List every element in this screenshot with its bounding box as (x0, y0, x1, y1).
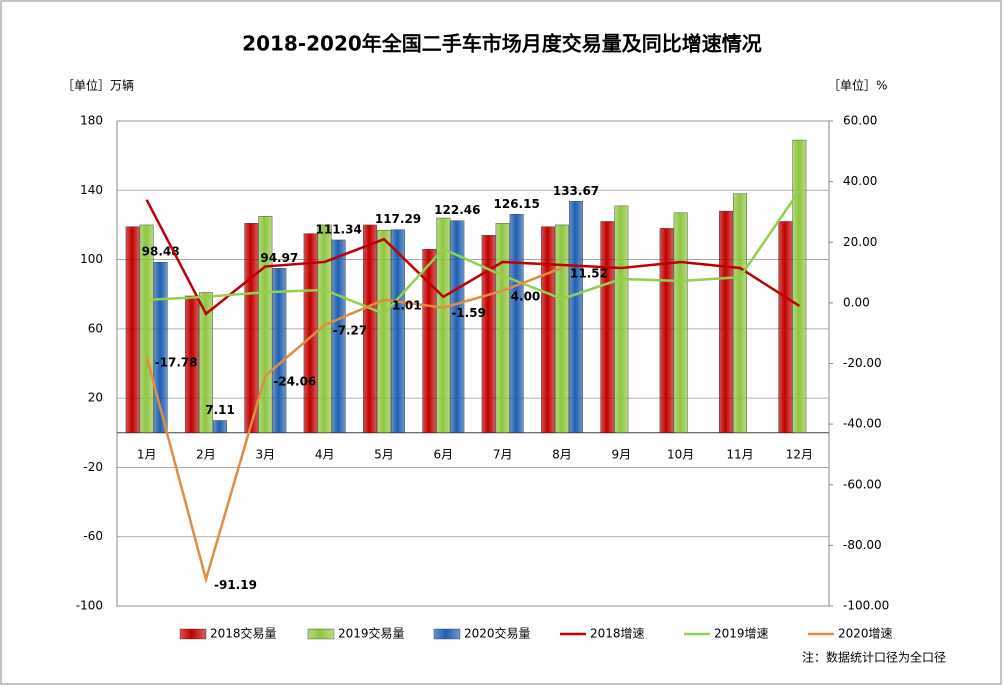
y2-tick-label: 20.00 (843, 235, 877, 249)
data-label: -17.78 (155, 355, 198, 369)
bar (495, 222, 510, 433)
bar (303, 233, 318, 433)
legend-swatch (433, 628, 461, 640)
bar (481, 235, 496, 433)
data-label: 94.97 (260, 251, 298, 265)
y-tick-label: 100 (80, 252, 103, 266)
bar (541, 226, 555, 433)
bar (792, 139, 807, 433)
bar (258, 216, 273, 433)
data-label: 117.29 (375, 212, 421, 226)
bar (600, 221, 615, 433)
legend-label: 2019增速 (714, 627, 769, 641)
x-tick-label: 7月 (493, 447, 513, 461)
y2-tick-label: -20.00 (843, 356, 882, 370)
bar (153, 262, 168, 433)
bar (778, 221, 793, 433)
bar (377, 229, 391, 433)
bar (719, 210, 733, 433)
y2-tick-label: -100.00 (843, 599, 889, 613)
y2-tick-label: 60.00 (843, 114, 877, 128)
y-unit: ［单位］万辆 (62, 78, 134, 93)
bar (391, 229, 405, 433)
y-tick-label: -20 (83, 460, 103, 474)
line (145, 199, 801, 316)
y2-tick-label: 40.00 (843, 174, 877, 188)
bar (139, 224, 154, 433)
legend-label: 2020增速 (838, 627, 893, 641)
data-label: -7.27 (333, 323, 368, 337)
bar (733, 193, 747, 433)
bar (213, 420, 227, 433)
y2-tick-label: -40.00 (843, 417, 882, 431)
data-label: -1.59 (451, 306, 486, 320)
data-label: 1.01 (392, 298, 422, 312)
x-tick-label: 3月 (256, 447, 276, 461)
legend-label: 2019交易量 (338, 626, 405, 641)
bar (614, 205, 629, 433)
chart-title: 2018-2020年全国二手车市场月度交易量及同比增速情况 (242, 32, 762, 56)
y-tick-label: 60 (88, 321, 103, 335)
bar (244, 222, 259, 433)
y-tick-label: 180 (80, 114, 103, 128)
bar (272, 268, 287, 433)
line (145, 266, 563, 584)
bar (125, 226, 140, 433)
bar (659, 228, 674, 433)
legend-label: 2018交易量 (210, 626, 277, 641)
x-tick-label: 8月 (552, 447, 572, 461)
x-tick-label: 2月 (196, 447, 216, 461)
x-tick-label: 1月 (137, 447, 157, 461)
y-tick-label: -60 (83, 529, 103, 543)
y-tick-label: 140 (80, 183, 103, 197)
y-tick-label: -100 (76, 599, 103, 613)
bar (569, 201, 583, 433)
legend-label: 2020交易量 (464, 626, 531, 641)
data-label: 7.11 (205, 403, 235, 417)
y2-tick-label: -80.00 (843, 538, 882, 552)
data-label: -91.19 (214, 578, 257, 592)
bar (185, 295, 199, 433)
bar (436, 217, 451, 433)
bar (673, 212, 688, 433)
y2-unit: ［单位］% (828, 78, 887, 93)
data-label: 133.67 (553, 184, 599, 198)
bar (199, 292, 213, 433)
legend-swatch (179, 628, 207, 640)
note: 注：数据统计口径为全口径 (802, 650, 946, 665)
data-label: 4.00 (511, 289, 541, 303)
x-tick-label: 12月 (786, 447, 813, 461)
data-label: -24.06 (273, 374, 316, 388)
y2-tick-label: 0.00 (843, 295, 870, 309)
bar (450, 220, 465, 433)
y-tick-label: 20 (88, 391, 103, 405)
bar (363, 224, 377, 433)
x-tick-label: 11月 (726, 447, 753, 461)
data-label: 111.34 (316, 222, 362, 236)
x-tick-label: 6月 (434, 447, 454, 461)
bar (555, 224, 569, 433)
y2-tick-label: -60.00 (843, 477, 882, 491)
bar (509, 214, 524, 433)
line (146, 190, 801, 316)
x-tick-label: 10月 (667, 447, 694, 461)
bar (317, 224, 332, 433)
x-tick-label: 4月 (315, 447, 335, 461)
legend-label: 2018增速 (590, 627, 645, 641)
data-label: 98.48 (142, 245, 180, 259)
x-tick-label: 9月 (612, 447, 632, 461)
data-label: 126.15 (494, 197, 540, 211)
data-label: 11.52 (570, 266, 608, 280)
bar (422, 248, 437, 433)
legend-swatch (307, 628, 335, 640)
x-tick-label: 5月 (374, 447, 394, 461)
data-label: 122.46 (434, 203, 480, 217)
bar (331, 239, 346, 433)
